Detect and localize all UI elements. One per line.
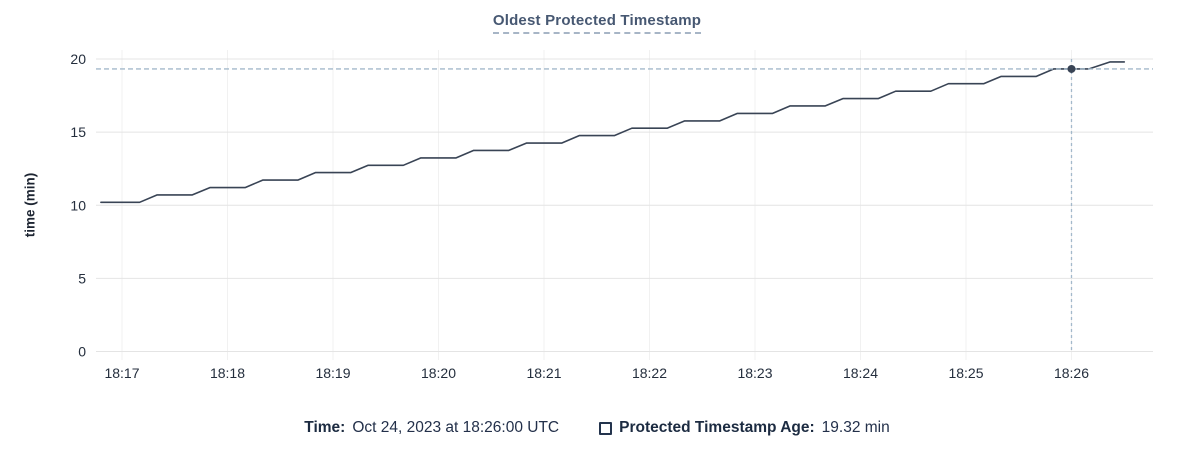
x-tick-label: 18:22 xyxy=(632,365,667,381)
y-tick-label: 0 xyxy=(78,344,86,360)
y-tick-label: 5 xyxy=(78,270,86,286)
chart-plot-area[interactable] xyxy=(96,50,1153,352)
x-tick-label: 18:20 xyxy=(421,365,456,381)
y-tick-label: 15 xyxy=(70,124,86,140)
chart-title-row: Oldest Protected Timestamp xyxy=(0,12,1194,34)
legend-swatch-icon[interactable] xyxy=(599,421,613,435)
x-tick-label: 18:18 xyxy=(210,365,245,381)
series-line-protected-timestamp-age xyxy=(100,61,1126,204)
time-label: Time: xyxy=(304,419,346,436)
x-tick-label: 18:17 xyxy=(104,365,139,381)
y-tick-label: 10 xyxy=(70,197,86,213)
x-tick-label: 18:25 xyxy=(948,365,983,381)
legend-series-label: Protected Timestamp Age: xyxy=(619,419,815,436)
chart-legend-footer: Time: Oct 24, 2023 at 18:26:00 UTC Prote… xyxy=(0,419,1194,437)
legend-series-value: 19.32 min xyxy=(821,419,890,436)
x-tick-label: 18:26 xyxy=(1054,365,1089,381)
x-tick-label: 18:24 xyxy=(843,365,878,381)
y-tick-label: 20 xyxy=(70,51,86,67)
x-tick-label: 18:19 xyxy=(315,365,350,381)
legend-item-protected-timestamp-age[interactable]: Protected Timestamp Age: 19.32 min xyxy=(599,419,890,437)
hover-data-point-dot xyxy=(1067,64,1076,73)
time-value: Oct 24, 2023 at 18:26:00 UTC xyxy=(352,419,560,436)
hover-time-readout: Time: Oct 24, 2023 at 18:26:00 UTC xyxy=(304,419,559,437)
chart-title[interactable]: Oldest Protected Timestamp xyxy=(492,12,702,34)
x-tick-label: 18:21 xyxy=(526,365,561,381)
timeseries-chart[interactable]: 18:17 18:18 18:19 18:20 18:21 18:22 18:23 18:24… xyxy=(0,0,1194,400)
x-tick-label: 18:23 xyxy=(737,365,772,381)
